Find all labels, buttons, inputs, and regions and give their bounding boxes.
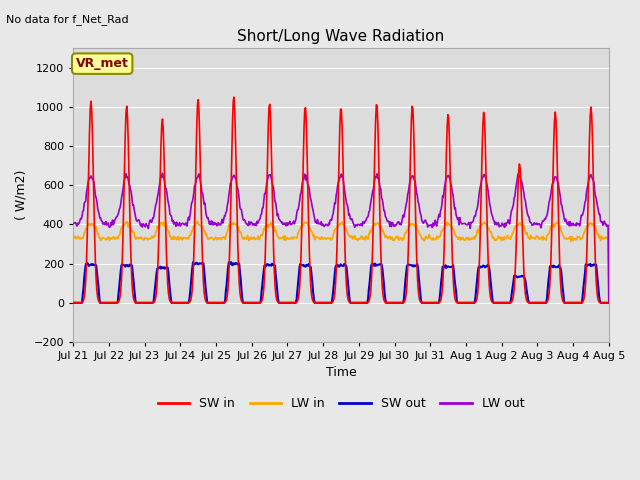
Text: VR_met: VR_met xyxy=(76,57,129,70)
X-axis label: Time: Time xyxy=(326,367,356,380)
Title: Short/Long Wave Radiation: Short/Long Wave Radiation xyxy=(237,29,445,44)
Legend: SW in, LW in, SW out, LW out: SW in, LW in, SW out, LW out xyxy=(152,392,529,415)
Text: No data for f_Net_Rad: No data for f_Net_Rad xyxy=(6,14,129,25)
Y-axis label: ( W/m2): ( W/m2) xyxy=(15,170,28,220)
